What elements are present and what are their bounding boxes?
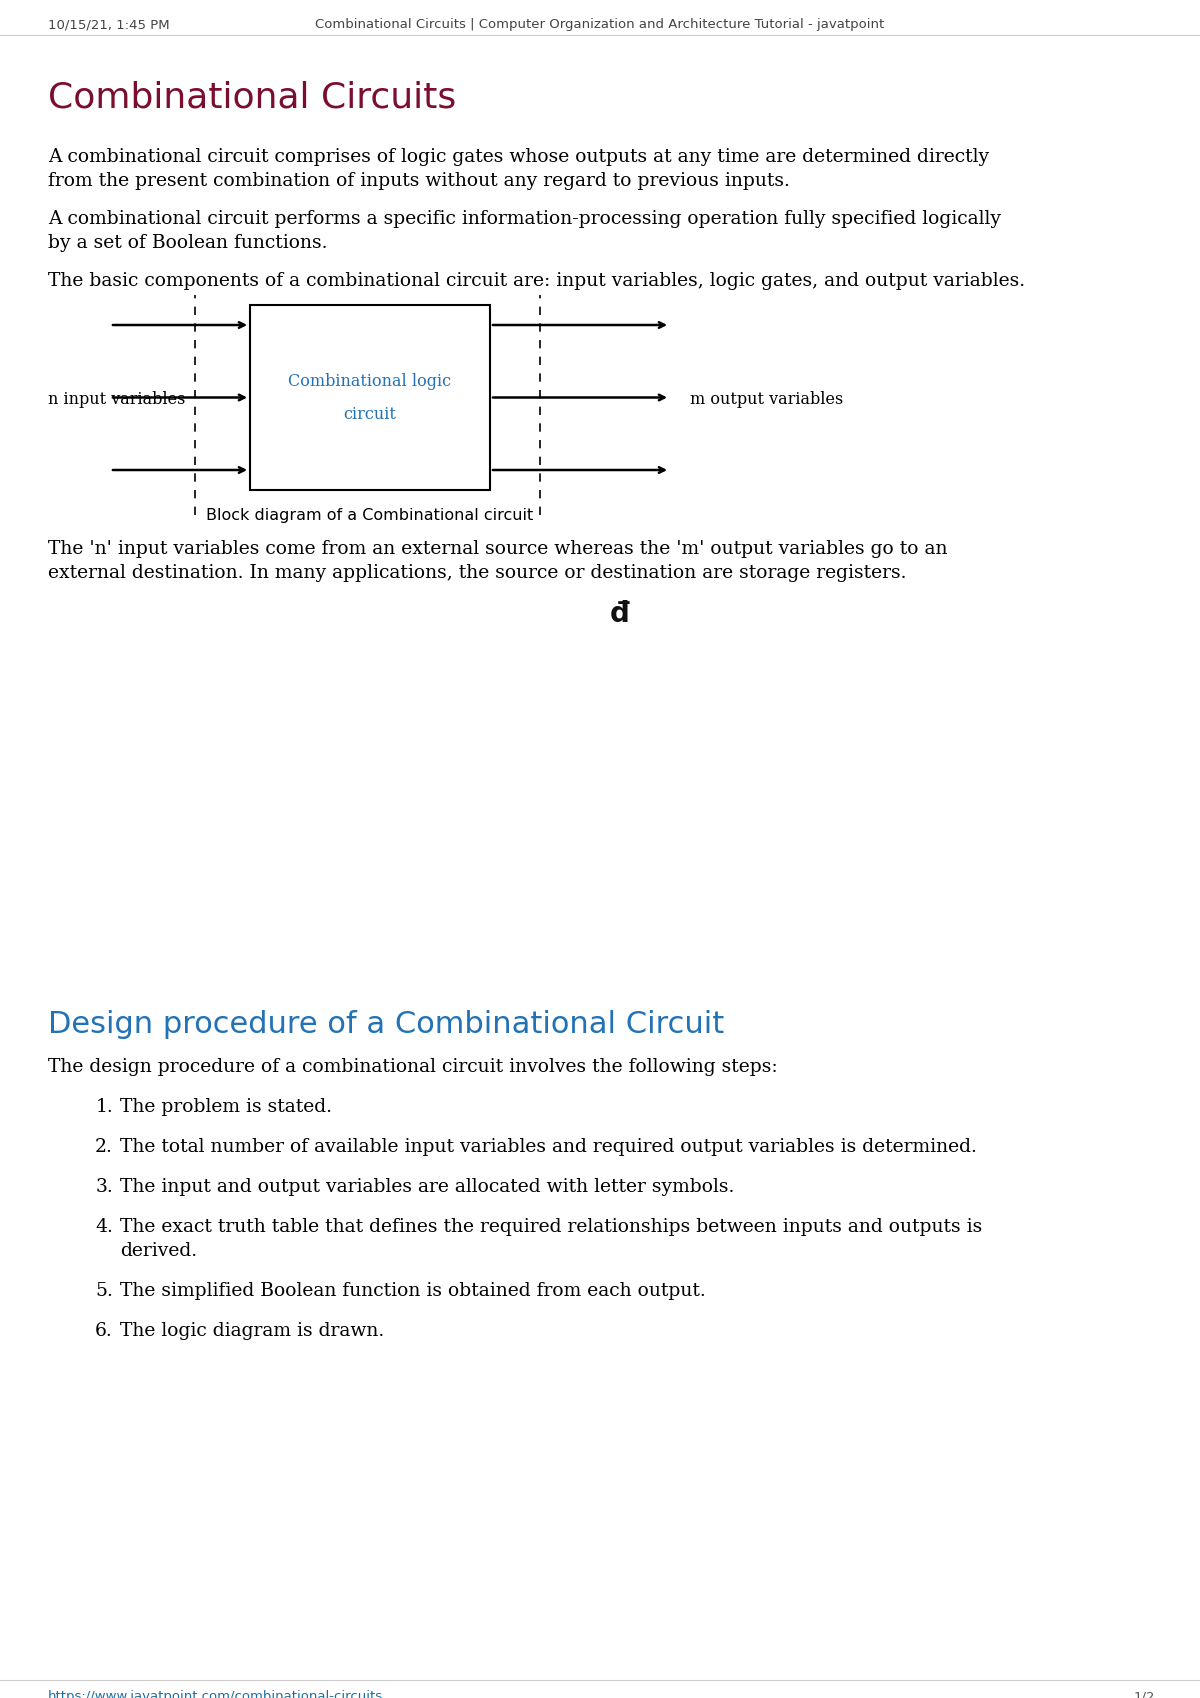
- Text: derived.: derived.: [120, 1241, 197, 1260]
- Text: https://www.javatpoint.com/combinational-circuits: https://www.javatpoint.com/combinational…: [48, 1690, 383, 1698]
- Text: A combinational circuit comprises of logic gates whose outputs at any time are d: A combinational circuit comprises of log…: [48, 148, 989, 166]
- Bar: [250, 306, 490, 491]
- Text: circuit: circuit: [343, 406, 396, 423]
- Text: external destination. In many applications, the source or destination are storag: external destination. In many applicatio…: [48, 564, 906, 582]
- Text: Combinational Circuits: Combinational Circuits: [48, 80, 456, 114]
- Text: The total number of available input variables and required output variables is d: The total number of available input vari…: [120, 1138, 977, 1156]
- Text: 6.: 6.: [95, 1323, 113, 1340]
- Text: 2.: 2.: [95, 1138, 113, 1156]
- Text: A combinational circuit performs a specific information-processing operation ful: A combinational circuit performs a speci…: [48, 211, 1001, 228]
- Text: The logic diagram is drawn.: The logic diagram is drawn.: [120, 1323, 384, 1340]
- Text: 1.: 1.: [95, 1099, 113, 1116]
- Text: 5.: 5.: [95, 1282, 113, 1301]
- Text: The design procedure of a combinational circuit involves the following steps:: The design procedure of a combinational …: [48, 1058, 778, 1077]
- Text: Design procedure of a Combinational Circuit: Design procedure of a Combinational Circ…: [48, 1010, 725, 1039]
- Text: Combinational Circuits | Computer Organization and Architecture Tutorial - javat: Combinational Circuits | Computer Organi…: [316, 19, 884, 31]
- Text: The exact truth table that defines the required relationships between inputs and: The exact truth table that defines the r…: [120, 1217, 983, 1236]
- Text: The simplified Boolean function is obtained from each output.: The simplified Boolean function is obtai…: [120, 1282, 706, 1301]
- Text: The basic components of a combinational circuit are: input variables, logic gate: The basic components of a combinational …: [48, 272, 1025, 290]
- Text: 3.: 3.: [95, 1178, 113, 1195]
- Text: 10/15/21, 1:45 PM: 10/15/21, 1:45 PM: [48, 19, 169, 31]
- Text: đ: đ: [610, 599, 630, 628]
- Text: by a set of Boolean functions.: by a set of Boolean functions.: [48, 234, 328, 251]
- Text: The input and output variables are allocated with letter symbols.: The input and output variables are alloc…: [120, 1178, 734, 1195]
- Text: m output variables: m output variables: [690, 391, 844, 408]
- Text: Combinational logic: Combinational logic: [288, 372, 451, 389]
- Text: Block diagram of a Combinational circuit: Block diagram of a Combinational circuit: [206, 508, 534, 523]
- Text: from the present combination of inputs without any regard to previous inputs.: from the present combination of inputs w…: [48, 171, 790, 190]
- Text: 1/2: 1/2: [1134, 1690, 1154, 1698]
- Text: The problem is stated.: The problem is stated.: [120, 1099, 332, 1116]
- Text: n input variables: n input variables: [48, 391, 185, 408]
- Text: The 'n' input variables come from an external source whereas the 'm' output vari: The 'n' input variables come from an ext…: [48, 540, 948, 559]
- Text: 4.: 4.: [95, 1217, 113, 1236]
